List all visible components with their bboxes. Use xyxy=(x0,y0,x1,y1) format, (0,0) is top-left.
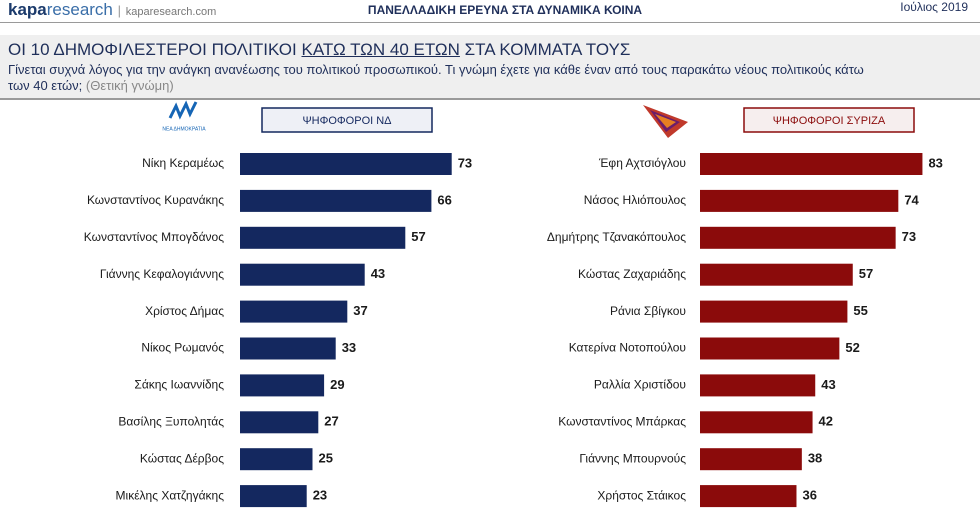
legend-label: ΨΗΦΟΦΟΡΟΙ ΝΔ xyxy=(302,115,392,127)
bar xyxy=(700,153,923,175)
bar xyxy=(700,448,802,471)
syriza-logo xyxy=(643,105,688,138)
value-label: 29 xyxy=(330,377,344,392)
brand-light: research xyxy=(46,0,113,19)
website: kaparesearch.com xyxy=(125,6,217,18)
bar xyxy=(700,411,813,434)
value-label: 36 xyxy=(802,488,816,503)
category-label: Ραλλία Χριστίδου xyxy=(594,378,686,392)
title: ΟΙ 10 ΔΗΜΟΦΙΛΕΣΤΕΡΟΙ ΠΟΛΙΤΙΚΟΙ ΚΑΤΩ ΤΩΝ … xyxy=(8,40,630,60)
bar xyxy=(700,485,797,508)
value-label: 57 xyxy=(859,266,873,281)
question-text: Γίνεται συχνά λόγος για την ανάγκη ανανέ… xyxy=(8,62,864,93)
nd-logo: ΝΕΑ ΔΗΜΟΚΡΑΤΙΑ xyxy=(162,100,206,132)
category-label: Γιάννης Κεφαλογιάννης xyxy=(100,267,224,281)
bar xyxy=(700,263,853,286)
category-label: Βασίλης Ξυπολητάς xyxy=(118,414,224,428)
brand: kaparesearch | kaparesearch.com xyxy=(8,0,217,19)
bar xyxy=(240,189,432,212)
bar xyxy=(240,226,406,249)
category-label: Χρίστος Δήμας xyxy=(145,304,224,318)
category-label: Κώστας Ζαχαριάδης xyxy=(578,267,686,281)
value-label: 52 xyxy=(845,340,859,355)
question: Γίνεται συχνά λόγος για την ανάγκη ανανέ… xyxy=(8,62,888,94)
brand-bold: kapa xyxy=(8,0,47,19)
bar xyxy=(240,153,452,175)
title-band xyxy=(0,35,980,100)
category-label: Κώστας Δέρβος xyxy=(140,451,224,465)
category-label: Κωνσταντίνος Κυρανάκης xyxy=(87,193,224,207)
category-label: Έφη Αχτσιόγλου xyxy=(598,156,686,170)
value-label: 55 xyxy=(853,303,867,318)
category-label: Ράνια Σβίγκου xyxy=(610,304,686,318)
bar xyxy=(240,337,336,360)
date: Ιούλιος 2019 xyxy=(900,0,968,14)
value-label: 43 xyxy=(821,377,835,392)
title-text: ΟΙ 10 ΔΗΜΟΦΙΛΕΣΤΕΡΟΙ ΠΟΛΙΤΙΚΟΙ xyxy=(8,40,297,59)
legend-label: ΨΗΦΟΦΟΡΟΙ ΣΥΡΙΖΑ xyxy=(773,115,886,127)
value-label: 37 xyxy=(353,303,367,318)
category-label: Δημήτρης Τζανακόπουλος xyxy=(547,230,686,244)
value-label: 74 xyxy=(904,192,919,207)
bar xyxy=(700,337,840,360)
bar xyxy=(700,189,899,212)
value-label: 57 xyxy=(411,229,425,244)
bar xyxy=(700,300,848,323)
value-label: 23 xyxy=(313,488,327,503)
value-label: 25 xyxy=(319,451,333,466)
nd-logo-text: ΝΕΑ ΔΗΜΟΚΡΑΤΙΑ xyxy=(162,126,206,132)
title-text: ΣΤΑ ΚΟΜΜΑΤΑ ΤΟΥΣ xyxy=(464,40,631,59)
value-label: 83 xyxy=(928,155,942,170)
value-label: 33 xyxy=(342,340,356,355)
title-underlined: ΚΑΤΩ ΤΩΝ 40 ΕΤΩΝ xyxy=(301,40,460,59)
category-label: Χρήστος Στάικος xyxy=(597,488,686,502)
bar xyxy=(240,448,313,471)
value-label: 38 xyxy=(808,451,822,466)
bar xyxy=(700,226,896,249)
value-label: 73 xyxy=(902,229,916,244)
legend-box xyxy=(261,107,433,133)
category-label: Μικέλης Χατζηγάκης xyxy=(116,488,225,502)
category-label: Κατερίνα Νοτοπούλου xyxy=(569,341,686,355)
value-label: 43 xyxy=(371,266,385,281)
value-label: 73 xyxy=(458,155,472,170)
bar xyxy=(700,374,816,397)
value-label: 42 xyxy=(819,414,833,429)
value-label: 27 xyxy=(324,414,338,429)
bar xyxy=(240,411,319,434)
category-label: Γιάννης Μπουρνούς xyxy=(579,451,686,465)
category-label: Κωνσταντίνος Μπάρκας xyxy=(558,414,686,428)
category-label: Νίκη Κεραμέως xyxy=(142,156,224,170)
survey-title: ΠΑΝΕΛΛΑΔΙΚΗ ΕΡΕΥΝΑ ΣΤΑ ΔΥΝΑΜΙΚΑ ΚΟΙΝΑ xyxy=(367,3,643,17)
category-label: Κωνσταντίνος Μπογδάνος xyxy=(84,230,224,244)
bar xyxy=(240,374,325,397)
bar xyxy=(240,485,307,508)
value-label: 66 xyxy=(437,192,451,207)
bar xyxy=(240,300,348,323)
bar xyxy=(240,263,365,286)
note: (Θετική γνώμη) xyxy=(85,78,174,93)
category-label: Σάκης Ιωαννίδης xyxy=(134,378,224,392)
header-rule xyxy=(0,22,980,23)
category-label: Νάσος Ηλιόπουλος xyxy=(584,193,686,207)
category-label: Νίκος Ρωμανός xyxy=(141,341,224,355)
legend-box xyxy=(743,107,915,133)
